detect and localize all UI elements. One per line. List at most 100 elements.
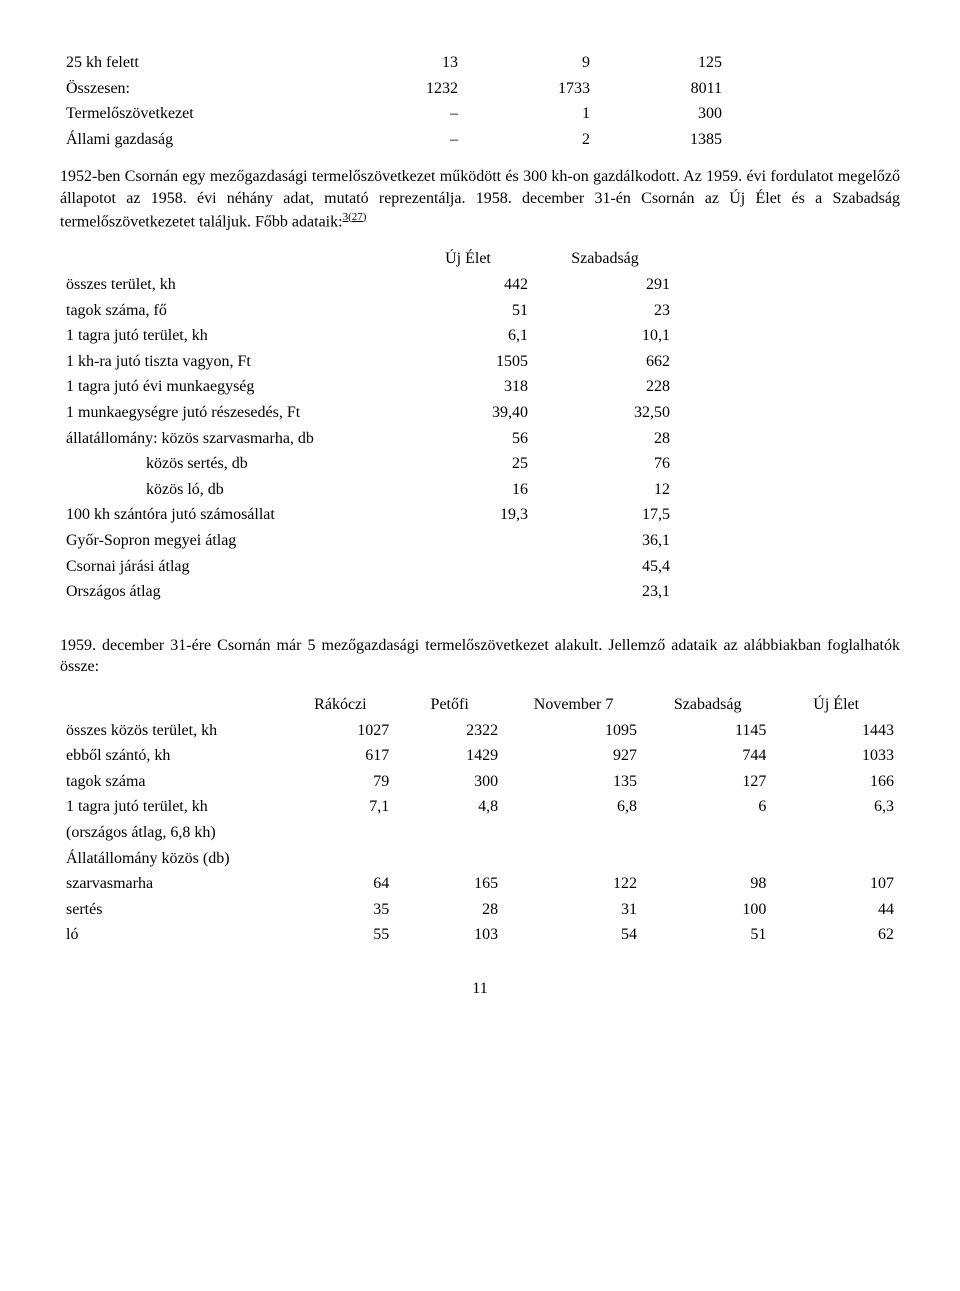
row-value: 51 bbox=[402, 298, 534, 324]
table-row: Termelőszövetkezet–1300 bbox=[60, 101, 728, 127]
row-value: 300 bbox=[395, 769, 504, 795]
column-header: Petőfi bbox=[395, 692, 504, 718]
row-value: 1443 bbox=[772, 718, 900, 744]
row-value bbox=[286, 820, 396, 846]
empty-cell bbox=[60, 246, 402, 272]
row-value: 103 bbox=[395, 922, 504, 948]
row-value: 1232 bbox=[332, 76, 464, 102]
row-label: állatállomány: közös szarvasmarha, db bbox=[60, 426, 402, 452]
row-value: 291 bbox=[534, 272, 676, 298]
row-value: 32,50 bbox=[534, 400, 676, 426]
row-label: összes közös terület, kh bbox=[60, 718, 286, 744]
row-value: 6,8 bbox=[504, 794, 643, 820]
row-value: 107 bbox=[772, 871, 900, 897]
row-value bbox=[402, 528, 534, 554]
row-label: 1 tagra jutó évi munkaegység bbox=[60, 374, 402, 400]
row-value: 1733 bbox=[464, 76, 596, 102]
row-label: összes terület, kh bbox=[60, 272, 402, 298]
row-value bbox=[643, 820, 772, 846]
column-header: Szabadság bbox=[534, 246, 676, 272]
row-value: 19,3 bbox=[402, 502, 534, 528]
row-value: 79 bbox=[286, 769, 396, 795]
column-header: Új Élet bbox=[772, 692, 900, 718]
row-value: 1429 bbox=[395, 743, 504, 769]
row-value: 1505 bbox=[402, 349, 534, 375]
column-header: Szabadság bbox=[643, 692, 772, 718]
row-label: 1 tagra jutó terület, kh bbox=[60, 794, 286, 820]
table-row: Állami gazdaság–21385 bbox=[60, 127, 728, 153]
row-value: 927 bbox=[504, 743, 643, 769]
table-row: sertés35283110044 bbox=[60, 897, 900, 923]
paragraph-1: 1952-ben Csornán egy mezőgazdasági terme… bbox=[60, 166, 900, 232]
row-value: 165 bbox=[395, 871, 504, 897]
column-header: November 7 bbox=[504, 692, 643, 718]
table-row: tagok száma79300135127166 bbox=[60, 769, 900, 795]
row-value bbox=[395, 820, 504, 846]
row-value bbox=[504, 846, 643, 872]
row-value: 9 bbox=[464, 50, 596, 76]
row-value: 23 bbox=[534, 298, 676, 324]
table-row: 25 kh felett139125 bbox=[60, 50, 728, 76]
row-label: ló bbox=[60, 922, 286, 948]
row-value: 1027 bbox=[286, 718, 396, 744]
row-value bbox=[772, 846, 900, 872]
row-value: 1385 bbox=[596, 127, 728, 153]
row-value: 64 bbox=[286, 871, 396, 897]
row-value: 4,8 bbox=[395, 794, 504, 820]
row-value: 1033 bbox=[772, 743, 900, 769]
table-header-row: Új ÉletSzabadság bbox=[60, 246, 676, 272]
row-label: sertés bbox=[60, 897, 286, 923]
row-value: 8011 bbox=[596, 76, 728, 102]
row-label: Országos átlag bbox=[60, 579, 402, 605]
table-row: közös ló, db1612 bbox=[60, 477, 676, 503]
table-row: tagok száma, fő5123 bbox=[60, 298, 676, 324]
row-value bbox=[402, 579, 534, 605]
table-row: közös sertés, db2576 bbox=[60, 451, 676, 477]
row-label: Állatállomány közös (db) bbox=[60, 846, 286, 872]
row-value: 1 bbox=[464, 101, 596, 127]
row-value: 744 bbox=[643, 743, 772, 769]
row-value: 7,1 bbox=[286, 794, 396, 820]
row-value: 28 bbox=[534, 426, 676, 452]
row-value: 12 bbox=[534, 477, 676, 503]
row-value: 127 bbox=[643, 769, 772, 795]
table-row: 1 tagra jutó terület, kh7,14,86,866,3 bbox=[60, 794, 900, 820]
row-value: 56 bbox=[402, 426, 534, 452]
row-label: közös sertés, db bbox=[60, 451, 402, 477]
row-value: 13 bbox=[332, 50, 464, 76]
row-label: 1 munkaegységre jutó részesedés, Ft bbox=[60, 400, 402, 426]
table-row: 1 kh-ra jutó tiszta vagyon, Ft1505662 bbox=[60, 349, 676, 375]
column-header: Új Élet bbox=[402, 246, 534, 272]
table-row: ebből szántó, kh61714299277441033 bbox=[60, 743, 900, 769]
table-row: 1 munkaegységre jutó részesedés, Ft39,40… bbox=[60, 400, 676, 426]
table-row: összes terület, kh442291 bbox=[60, 272, 676, 298]
row-value: 35 bbox=[286, 897, 396, 923]
row-value bbox=[402, 554, 534, 580]
table-row: Győr-Sopron megyei átlag36,1 bbox=[60, 528, 676, 554]
row-value bbox=[504, 820, 643, 846]
table-cooperatives-1958: Új ÉletSzabadságösszes terület, kh442291… bbox=[60, 246, 676, 604]
paragraph-2: 1959. december 31-ére Csornán már 5 mező… bbox=[60, 635, 900, 678]
table-top: 25 kh felett139125Összesen:123217338011T… bbox=[60, 50, 728, 152]
row-value: 31 bbox=[504, 897, 643, 923]
row-value: 228 bbox=[534, 374, 676, 400]
table-row: ló55103545162 bbox=[60, 922, 900, 948]
row-label: Csornai járási átlag bbox=[60, 554, 402, 580]
row-value: 2 bbox=[464, 127, 596, 153]
row-value: 36,1 bbox=[534, 528, 676, 554]
row-label: szarvasmarha bbox=[60, 871, 286, 897]
footnote-ref[interactable]: 3(27) bbox=[343, 211, 367, 223]
row-value bbox=[395, 846, 504, 872]
row-value: 10,1 bbox=[534, 323, 676, 349]
row-value: 135 bbox=[504, 769, 643, 795]
column-header: Rákóczi bbox=[286, 692, 396, 718]
row-label: Összesen: bbox=[60, 76, 332, 102]
row-value: 45,4 bbox=[534, 554, 676, 580]
row-value: 166 bbox=[772, 769, 900, 795]
row-value: 55 bbox=[286, 922, 396, 948]
row-label: Termelőszövetkezet bbox=[60, 101, 332, 127]
row-label: 100 kh szántóra jutó számosállat bbox=[60, 502, 402, 528]
table-header-row: RákócziPetőfiNovember 7SzabadságÚj Élet bbox=[60, 692, 900, 718]
table-row: Állatállomány közös (db) bbox=[60, 846, 900, 872]
row-value: 98 bbox=[643, 871, 772, 897]
